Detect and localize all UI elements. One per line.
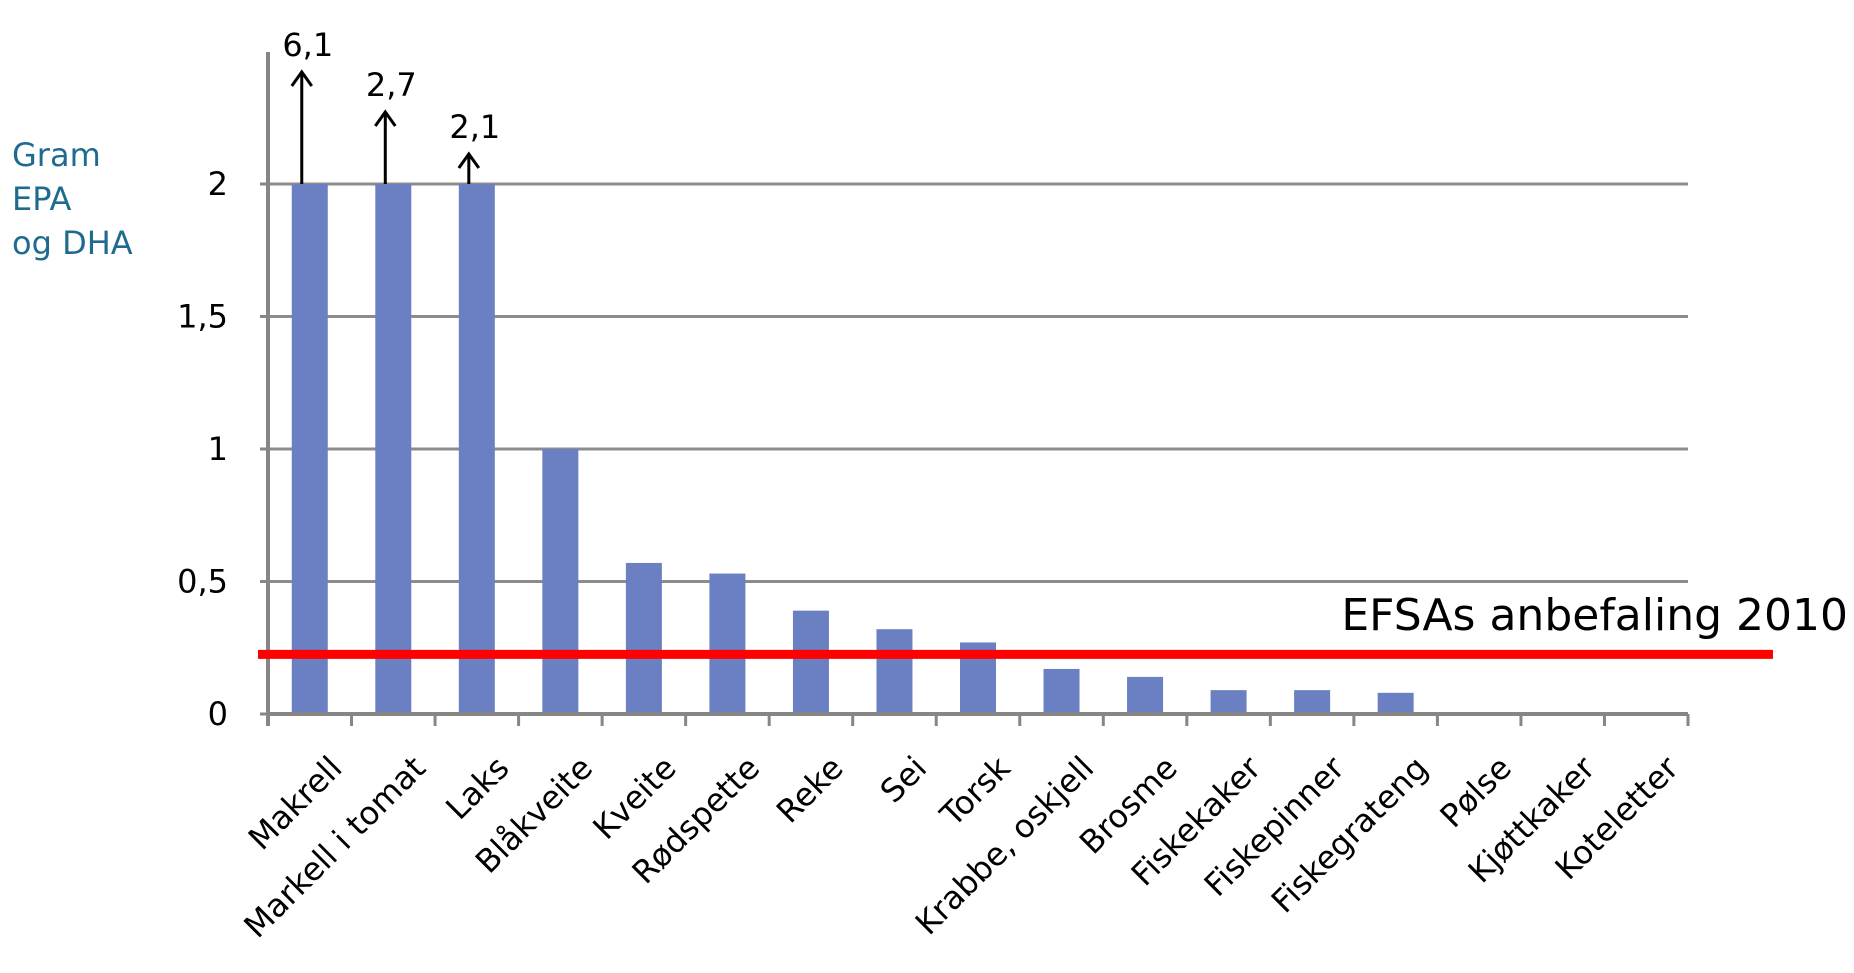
- x-axis: [266, 52, 1690, 726]
- x-tick-label: Sei: [873, 749, 934, 810]
- overflow-arrow-head: [290, 69, 313, 87]
- y-axis-label-line: og DHA: [12, 224, 133, 262]
- bar: [792, 610, 829, 714]
- bar: [1127, 676, 1164, 714]
- y-axis-label: Gram EPA og DHA: [12, 136, 133, 262]
- overflow-value-label: 2,1: [449, 108, 500, 146]
- y-tick-label: 0,5: [177, 563, 228, 601]
- y-tick-label: 1: [208, 430, 228, 468]
- y-axis-label-line: EPA: [12, 180, 71, 218]
- bar: [1377, 692, 1414, 714]
- bar: [1210, 690, 1247, 714]
- y-tick-label: 2: [208, 165, 228, 203]
- bar: [375, 184, 412, 714]
- overflow-value-label: 6,1: [282, 26, 333, 64]
- bar: [625, 562, 662, 714]
- bar: [291, 184, 328, 714]
- bar: [1294, 690, 1331, 714]
- bar: [458, 184, 495, 714]
- bar: [1043, 668, 1080, 714]
- overflow-arrow-head: [457, 151, 481, 169]
- y-tick-label: 0: [208, 695, 228, 733]
- bar: [709, 573, 746, 714]
- y-axis-ticks: 0 0,5 1 1,5 2: [177, 165, 268, 733]
- gridlines: [268, 182, 1688, 583]
- reference-line-label: EFSAs anbefaling 2010: [1341, 590, 1848, 641]
- bar: [542, 449, 579, 714]
- bars: [291, 184, 1414, 714]
- y-tick-label: 1,5: [177, 298, 228, 336]
- bar: [876, 629, 913, 714]
- reference-line: EFSAs anbefaling 2010: [258, 590, 1848, 659]
- overflow-arrow-head: [374, 109, 397, 127]
- x-tick-label: Laks: [438, 749, 516, 827]
- x-tick-label: Reke: [769, 749, 851, 831]
- y-axis-label-line: Gram: [12, 136, 101, 174]
- overflow-value-label: 2,7: [366, 66, 417, 104]
- overflow-arrows: 6,1 2,7 2,1: [282, 26, 500, 184]
